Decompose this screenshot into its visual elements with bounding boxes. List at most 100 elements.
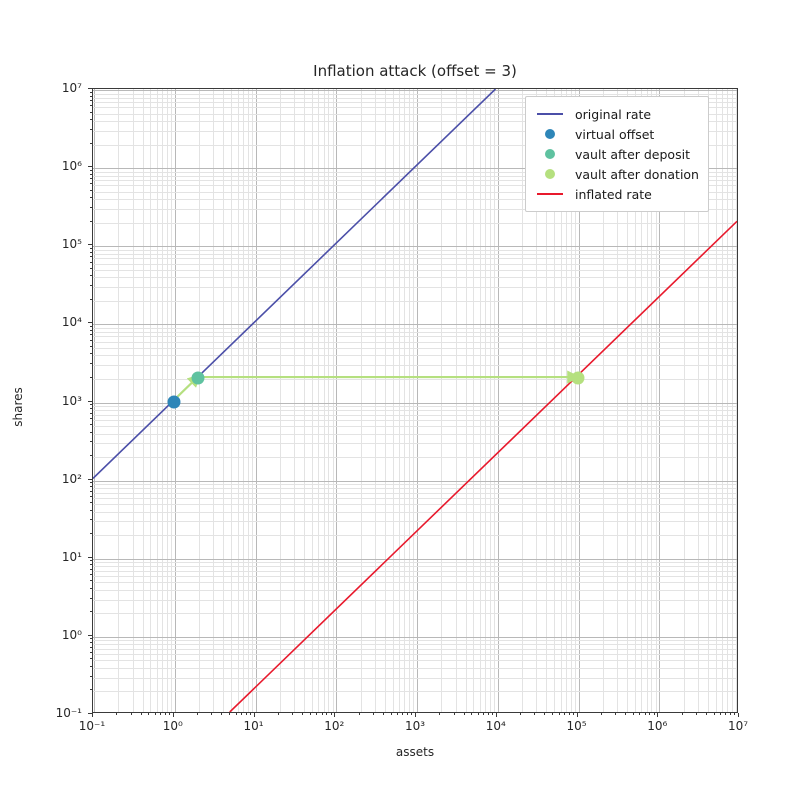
x-tick-minor xyxy=(639,713,640,715)
gridline xyxy=(93,589,737,591)
gridline xyxy=(650,89,652,712)
x-tick-minor xyxy=(116,713,117,715)
x-tick-minor xyxy=(155,713,156,715)
gridline xyxy=(93,612,737,614)
x-tick-minor xyxy=(411,713,412,715)
gridline xyxy=(93,335,737,337)
series-line xyxy=(93,89,497,479)
x-tick-minor xyxy=(464,713,465,715)
x-tick-minor xyxy=(615,713,616,715)
legend-item[interactable]: original rate xyxy=(533,104,699,124)
x-axis-label: assets xyxy=(395,745,435,759)
gridline xyxy=(735,89,737,712)
gridline xyxy=(311,89,313,712)
x-tick-minor xyxy=(169,713,170,715)
x-tick-minor xyxy=(246,713,247,715)
gridline xyxy=(93,575,737,577)
legend-item[interactable]: virtual offset xyxy=(533,124,699,144)
legend-label: inflated rate xyxy=(575,186,652,202)
gridline xyxy=(149,89,151,712)
gridline xyxy=(697,89,699,712)
gridline xyxy=(332,89,334,712)
gridline xyxy=(93,636,737,638)
gridline xyxy=(93,257,737,259)
y-tick-minor xyxy=(90,353,92,354)
chart-legend[interactable]: original rate virtual offset vault after d… xyxy=(525,96,709,212)
x-tick-minor xyxy=(601,713,602,715)
x-tick-label: 10⁵ xyxy=(566,719,587,733)
gridline xyxy=(93,570,737,572)
gridline xyxy=(360,89,362,712)
y-tick-minor xyxy=(90,486,92,487)
y-tick xyxy=(88,322,92,323)
gridline xyxy=(465,89,467,712)
x-tick-minor xyxy=(160,713,161,715)
swatch xyxy=(537,193,563,195)
x-tick-minor xyxy=(573,713,574,715)
gridline xyxy=(317,89,319,712)
y-tick-label: 10⁰ xyxy=(61,627,82,642)
swatch xyxy=(537,113,563,115)
gridline xyxy=(93,419,737,421)
y-axis-label: shares xyxy=(11,387,25,427)
y-tick-minor xyxy=(90,569,92,570)
gridline xyxy=(93,503,737,505)
gridline xyxy=(392,89,394,712)
gridline xyxy=(574,89,576,712)
x-tick-minor xyxy=(564,713,565,715)
x-tick-label: 10² xyxy=(324,719,345,733)
gridline xyxy=(489,89,491,712)
x-tick xyxy=(577,713,578,717)
y-tick-minor xyxy=(90,580,92,581)
y-tick-minor xyxy=(90,112,92,113)
gridline xyxy=(93,113,737,115)
x-tick-minor xyxy=(397,713,398,715)
gridline xyxy=(222,89,224,712)
legend-dot-swatch-icon xyxy=(533,129,567,139)
gridline xyxy=(93,354,737,356)
gridline xyxy=(93,487,737,489)
y-tick-label: 10³ xyxy=(61,393,82,408)
y-tick-minor xyxy=(90,418,92,419)
x-tick-minor xyxy=(316,713,317,715)
gridline xyxy=(323,89,325,712)
gridline xyxy=(646,89,648,712)
y-tick-minor xyxy=(90,413,92,414)
x-tick-minor xyxy=(696,713,697,715)
y-tick xyxy=(88,166,92,167)
gridline xyxy=(398,89,400,712)
y-tick-minor xyxy=(90,363,92,364)
y-tick-minor xyxy=(90,510,92,511)
legend-item[interactable]: vault after donation xyxy=(533,164,699,184)
y-tick-minor xyxy=(90,256,92,257)
x-tick-minor xyxy=(569,713,570,715)
x-tick-minor xyxy=(552,713,553,715)
gridline xyxy=(93,222,737,224)
gridline xyxy=(93,191,737,193)
x-tick-minor xyxy=(471,713,472,715)
gridline xyxy=(560,89,562,712)
gridline xyxy=(374,89,376,712)
gridline xyxy=(93,106,737,108)
gridline xyxy=(93,677,737,679)
gridline xyxy=(93,249,737,251)
y-tick-minor xyxy=(90,676,92,677)
x-tick-minor xyxy=(478,713,479,715)
legend-item[interactable]: inflated rate xyxy=(533,184,699,204)
y-tick-minor xyxy=(90,482,92,483)
x-tick-minor xyxy=(633,713,634,715)
legend-line-swatch-icon xyxy=(533,113,567,115)
legend-label: original rate xyxy=(575,106,652,122)
gridline xyxy=(93,208,737,210)
y-tick-minor xyxy=(90,496,92,497)
gridline xyxy=(93,511,737,513)
gridline xyxy=(93,286,737,288)
gridline xyxy=(93,167,737,169)
gridline xyxy=(715,89,717,712)
x-tick-minor xyxy=(310,713,311,715)
y-tick-minor xyxy=(90,334,92,335)
legend-item[interactable]: vault after deposit xyxy=(533,144,699,164)
x-tick xyxy=(173,713,174,717)
gridline xyxy=(93,253,737,255)
y-tick-minor xyxy=(90,100,92,101)
